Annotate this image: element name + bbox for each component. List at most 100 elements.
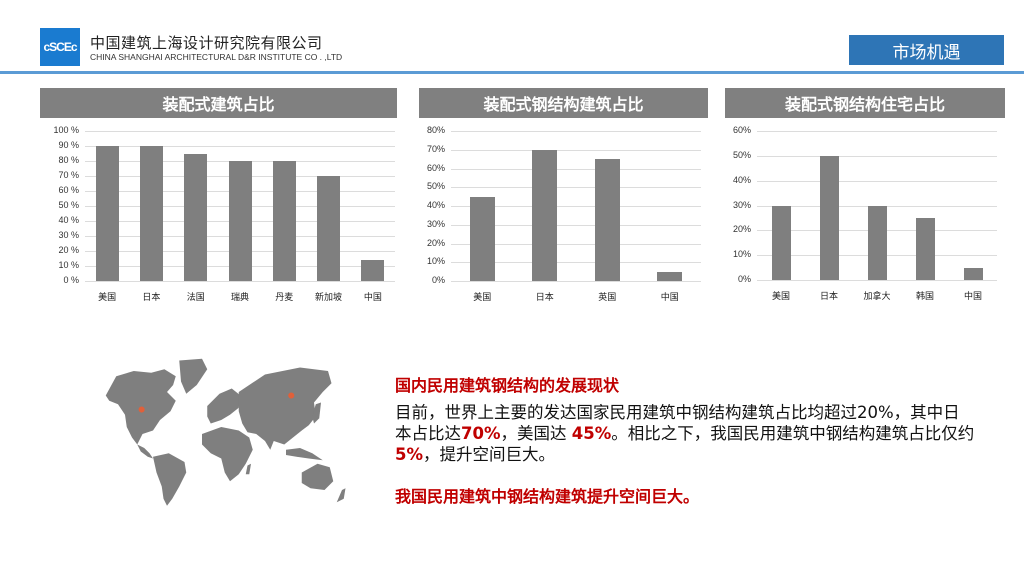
y-tick-label: 30% xyxy=(732,199,751,210)
grid-line xyxy=(85,131,395,132)
bar xyxy=(317,176,341,281)
grid-line xyxy=(451,281,701,282)
bar xyxy=(228,161,252,281)
grid-line xyxy=(451,206,701,207)
y-tick-label: 60% xyxy=(732,125,751,135)
highlight-japan-value: 70% xyxy=(461,424,501,443)
y-tick-label: 0% xyxy=(431,275,445,285)
y-tick-label: 0 % xyxy=(63,275,79,285)
grid-line xyxy=(451,187,701,189)
x-category-label: 日本 xyxy=(819,292,838,302)
x-category-label: 日本 xyxy=(535,293,554,303)
y-tick-label: 60 % xyxy=(58,185,79,195)
grid-line xyxy=(451,262,701,264)
y-tick-label: 90 % xyxy=(58,140,79,150)
y-tick-label: 10% xyxy=(426,256,445,267)
y-tick-label: 40% xyxy=(732,174,751,185)
y-tick-label: 30% xyxy=(426,218,445,229)
grid-line xyxy=(85,146,395,147)
grid-line xyxy=(451,168,701,170)
x-category-label: 日本 xyxy=(142,293,161,303)
plot-area xyxy=(451,131,701,282)
x-category-label: 丹麦 xyxy=(275,293,294,303)
y-tick-label: 20% xyxy=(732,224,751,235)
chart-title: 装配式钢结构住宅占比 xyxy=(725,88,1005,118)
x-category-label: 瑞典 xyxy=(230,293,249,303)
plot-area xyxy=(85,131,395,282)
y-tick-label: 80 % xyxy=(58,155,79,165)
grid-line xyxy=(451,131,701,132)
bar xyxy=(963,267,983,280)
y-tick-label: 70 % xyxy=(58,170,79,180)
grid-line xyxy=(85,281,395,282)
y-tick-label: 0% xyxy=(737,274,751,284)
bar xyxy=(361,260,385,281)
paragraph-text: ，提升空间巨大。 xyxy=(423,445,556,464)
x-category-label: 英国 xyxy=(598,293,617,303)
chart-prefab-steel-residential-share: 装配式钢结构住宅占比 60% 50% 40% 30% 20% 10% 0% 美国 日本 加拿大 韩国… xyxy=(725,88,1005,310)
status-heading: 国内民用建筑钢结构的发展现状 xyxy=(395,376,620,395)
x-category-label: 韩国 xyxy=(915,292,934,302)
y-tick-label: 40% xyxy=(426,200,445,210)
paragraph-text: 目前，世界上主要的发达国家民用建筑中钢结构建筑占比均超过20%，其中日本占比达 xyxy=(395,403,960,443)
conclusion-text: 我国民用建筑中钢结构建筑提升空间巨大。 xyxy=(395,487,700,506)
bar xyxy=(184,153,208,281)
y-tick-label: 100 % xyxy=(53,125,79,135)
x-category-label: 法国 xyxy=(186,293,205,303)
y-tick-label: 20 % xyxy=(58,245,79,255)
chart-title: 装配式钢结构建筑占比 xyxy=(419,88,708,118)
bar xyxy=(272,161,296,281)
company-name-cn: 中国建筑上海设计研究院有限公司 xyxy=(90,34,323,52)
grid-line xyxy=(757,155,997,157)
bar xyxy=(139,146,163,281)
y-tick-label: 80% xyxy=(426,125,445,135)
bar xyxy=(771,205,791,280)
grid-line xyxy=(451,243,701,245)
x-category-label: 美国 xyxy=(98,293,117,303)
x-category-label: 中国 xyxy=(963,292,982,302)
y-tick-label: 40 % xyxy=(58,215,79,225)
plot-area xyxy=(757,131,997,281)
chart-title: 装配式建筑占比 xyxy=(40,88,397,118)
bar xyxy=(657,271,683,281)
bar xyxy=(95,146,119,281)
company-logo-icon: cSCEc xyxy=(40,28,80,66)
x-category-label: 美国 xyxy=(473,293,492,303)
chart-prefab-steel-building-share: 装配式钢结构建筑占比 80% 70% 60% 50% 40% 30% 20% 10% 0% 美国 日… xyxy=(419,88,708,310)
x-category-label: 中国 xyxy=(660,293,679,303)
company-name-en: CHINA SHANGHAI ARCHITECTURAL D&R INSTITU… xyxy=(90,52,343,62)
x-category-label: 美国 xyxy=(771,292,790,302)
y-tick-label: 50 % xyxy=(58,200,79,210)
y-tick-label: 20% xyxy=(426,237,445,248)
y-tick-label: 10 % xyxy=(58,260,79,270)
bar xyxy=(469,196,495,281)
world-map-icon xyxy=(85,350,375,525)
bar xyxy=(594,159,620,281)
grid-line xyxy=(757,180,997,182)
header: cSCEc 中国建筑上海设计研究院有限公司 CHINA SHANGHAI ARC… xyxy=(0,0,1024,74)
y-tick-label: 50% xyxy=(426,181,445,192)
bar xyxy=(915,217,935,280)
header-divider xyxy=(0,71,1024,74)
highlight-china-value: 5% xyxy=(395,445,424,464)
grid-line xyxy=(451,224,701,226)
grid-line xyxy=(757,131,997,132)
section-tag: 市场机遇 xyxy=(849,35,1004,65)
bar xyxy=(819,155,839,280)
bar xyxy=(532,149,558,281)
bar xyxy=(867,205,887,280)
development-status-text: 国内民用建筑钢结构的发展现状 目前，世界上主要的发达国家民用建筑中钢结构建筑占比… xyxy=(395,372,975,465)
y-tick-label: 60% xyxy=(426,162,445,173)
x-category-label: 新加坡 xyxy=(315,293,343,303)
y-tick-label: 30 % xyxy=(58,230,79,240)
paragraph-text: 。相比之下，我国民用建筑中钢结构建筑占比仅约 xyxy=(611,424,975,443)
highlight-usa-value: 45% xyxy=(571,424,612,443)
y-tick-label: 10% xyxy=(732,249,751,260)
grid-line xyxy=(451,149,701,151)
y-tick-label: 70% xyxy=(426,143,445,154)
status-paragraph: 目前，世界上主要的发达国家民用建筑中钢结构建筑占比均超过20%，其中日本占比达7… xyxy=(395,402,975,465)
y-tick-label: 50% xyxy=(732,149,751,160)
x-category-label: 中国 xyxy=(363,293,382,303)
x-category-label: 加拿大 xyxy=(863,292,891,302)
paragraph-text: ，美国达 xyxy=(500,424,572,443)
